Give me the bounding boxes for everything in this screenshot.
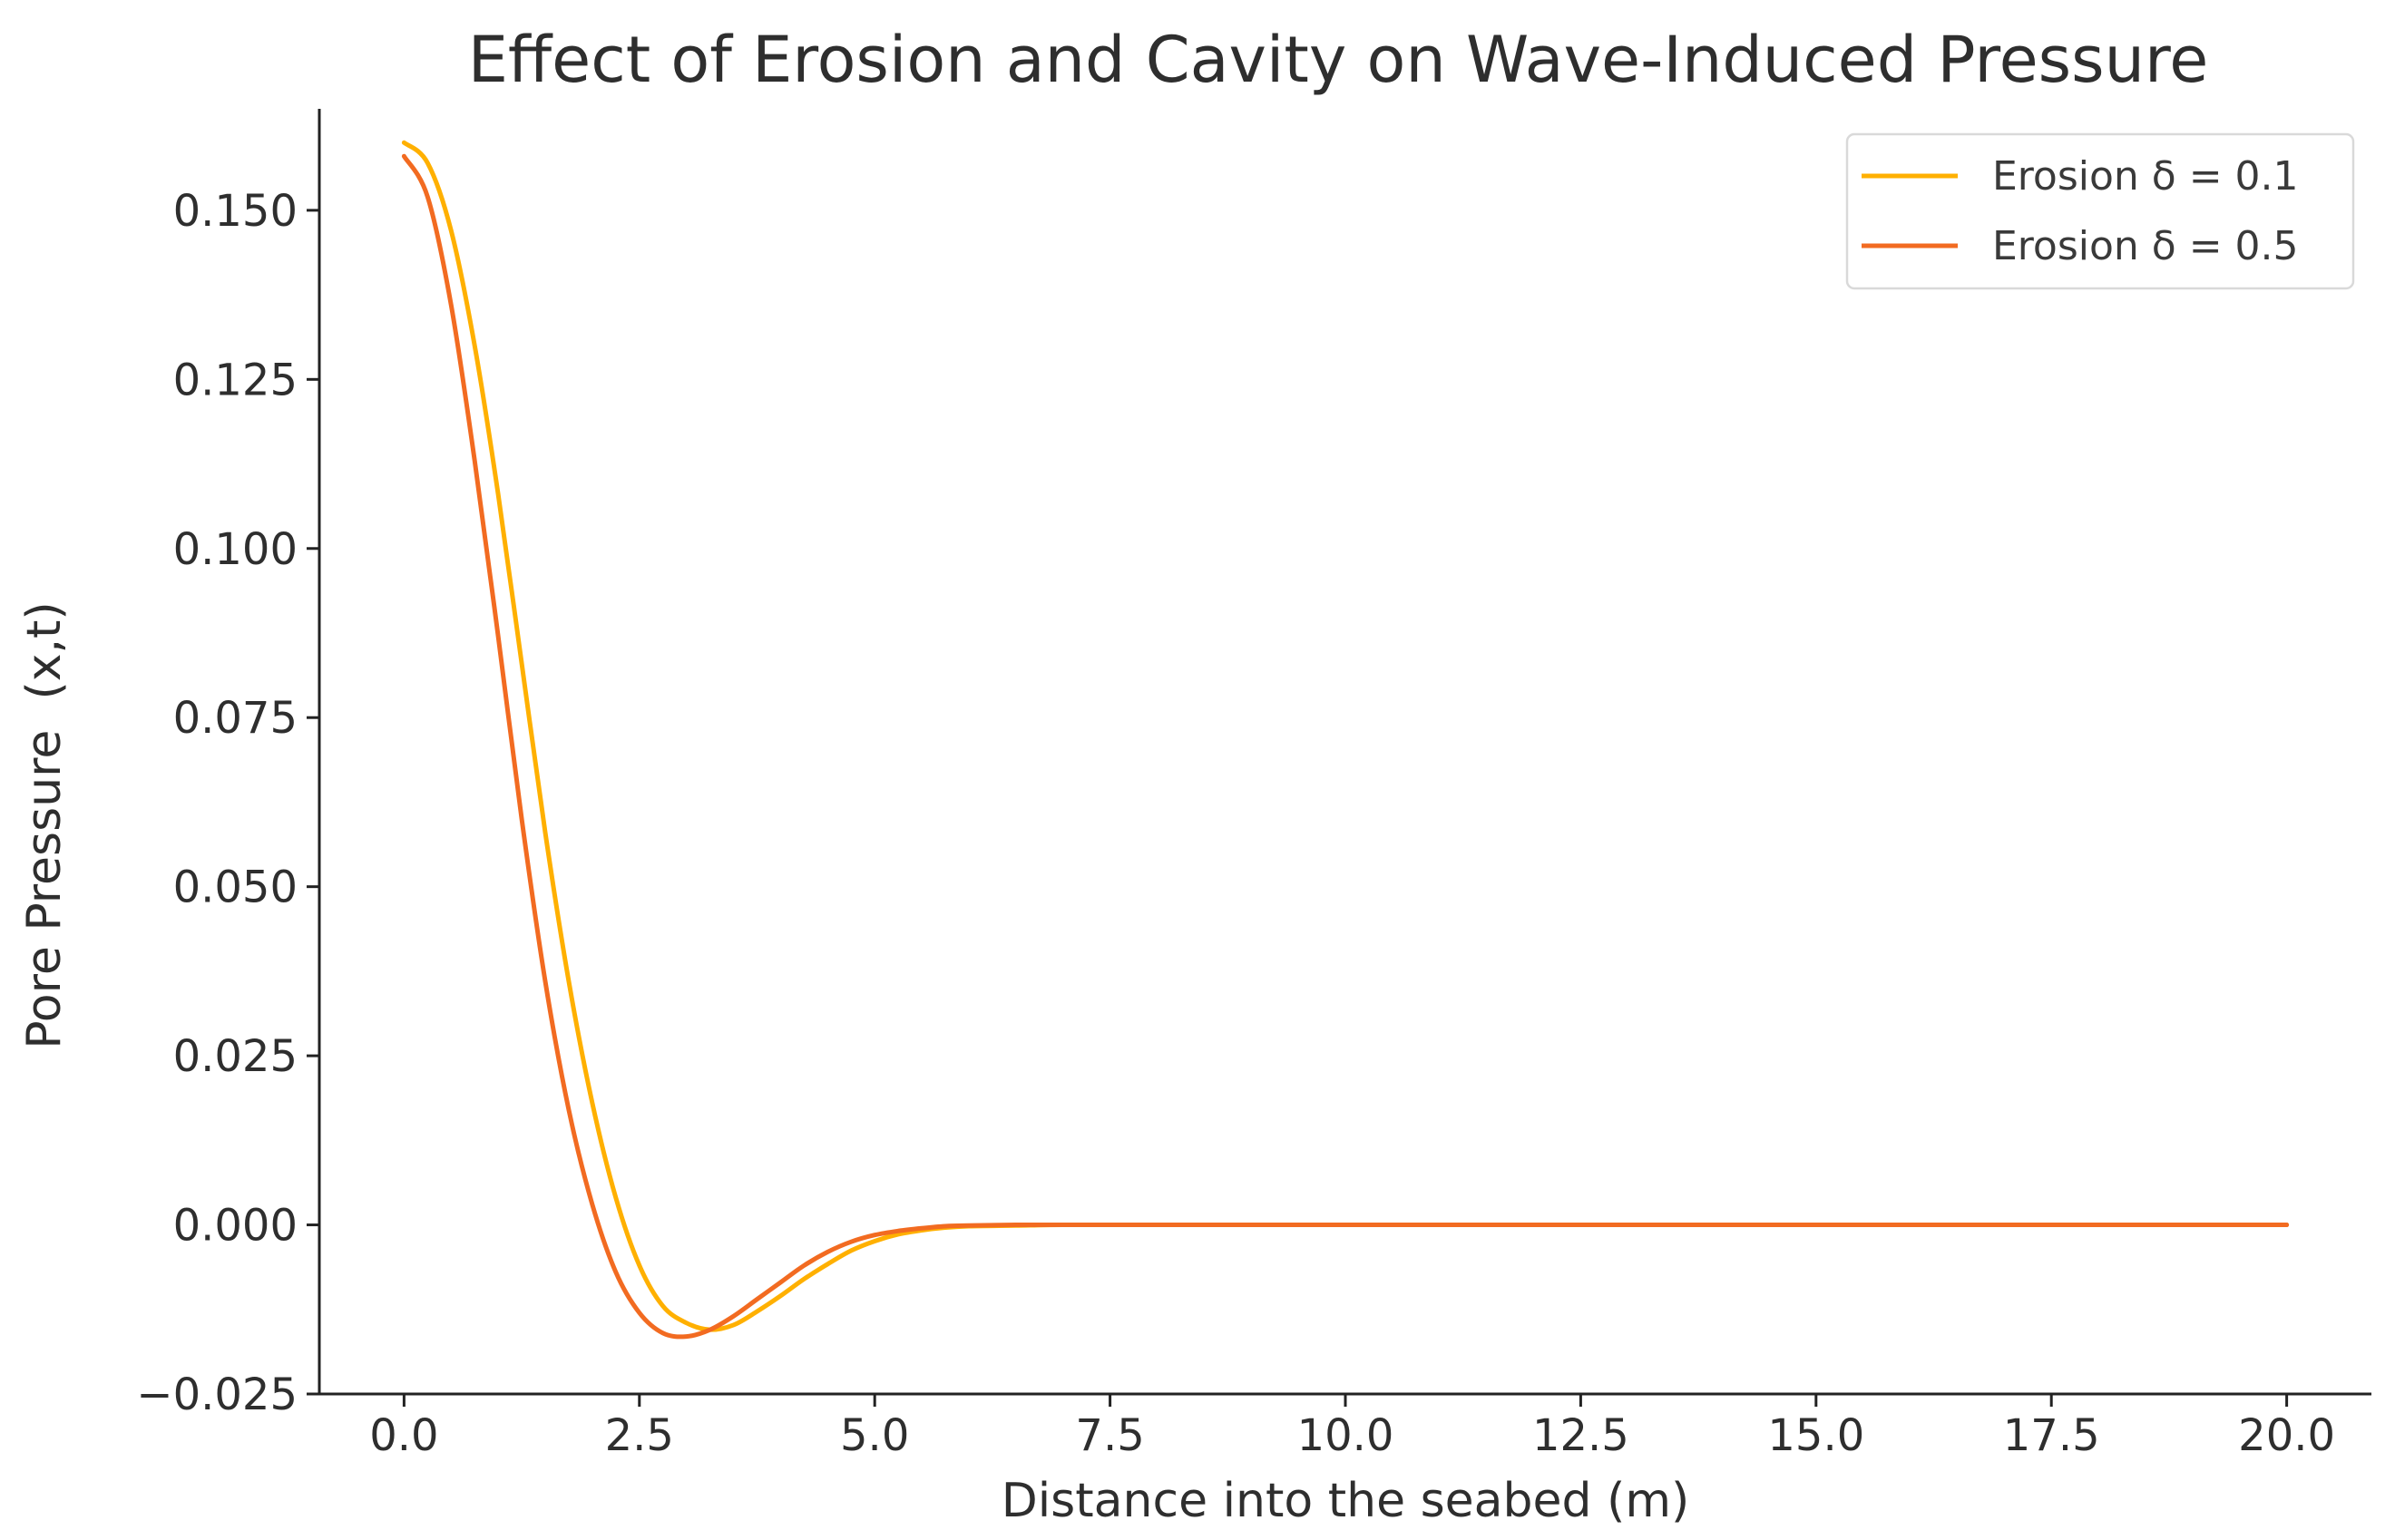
- x-tick-label: 15.0: [1767, 1410, 1864, 1461]
- y-axis-label: Pore Pressure (x,t): [17, 601, 72, 1048]
- y-tick-label: 0.075: [173, 693, 298, 744]
- series-line-2: [401, 153, 2290, 1340]
- x-tick-label: 12.5: [1532, 1410, 1629, 1461]
- x-tick-label: 20.0: [2238, 1410, 2335, 1461]
- chart-title: Effect of Erosion and Cavity on Wave-Ind…: [468, 23, 2209, 97]
- x-tick-label: 2.5: [605, 1410, 674, 1461]
- y-tick-label: 0.100: [173, 524, 298, 575]
- y-tick-label: −0.025: [136, 1369, 298, 1420]
- y-tick-label: 0.125: [173, 355, 298, 405]
- plot-area: 0.0 2.5 5.0 7.5 10.0 12.5 15.0 17.5 20.0 −0.025 0…: [136, 109, 2371, 1461]
- x-tick-label: 10.0: [1297, 1410, 1394, 1461]
- series-line-1: [401, 140, 2290, 1332]
- y-tick-label: 0.025: [173, 1031, 298, 1082]
- legend: Erosion δ = 0.1 Erosion δ = 0.5: [1845, 132, 2355, 290]
- x-tick-label: 0.0: [369, 1410, 438, 1461]
- legend-label-1: Erosion δ = 0.1: [1992, 153, 2299, 200]
- y-tick-label: 0.000: [173, 1201, 298, 1252]
- y-axis-ticks: −0.025 0.000 0.025 0.050 0.075 0.100 0.125 0.15…: [136, 186, 319, 1420]
- x-tick-label: 5.0: [840, 1410, 909, 1461]
- y-tick-label: 0.050: [173, 863, 298, 913]
- series-lines: [401, 140, 2290, 1340]
- y-tick-label: 0.150: [173, 186, 298, 237]
- legend-box: [1845, 132, 2355, 290]
- legend-label-2: Erosion δ = 0.5: [1992, 223, 2299, 269]
- x-tick-label: 7.5: [1075, 1410, 1144, 1461]
- x-axis-label: Distance into the seabed (m): [1002, 1474, 1690, 1528]
- legend-items: Erosion δ = 0.1 Erosion δ = 0.5: [1862, 153, 2299, 269]
- x-tick-label: 17.5: [2003, 1410, 2100, 1461]
- x-axis-ticks: 0.0 2.5 5.0 7.5 10.0 12.5 15.0 17.5 20.0: [369, 1394, 2335, 1461]
